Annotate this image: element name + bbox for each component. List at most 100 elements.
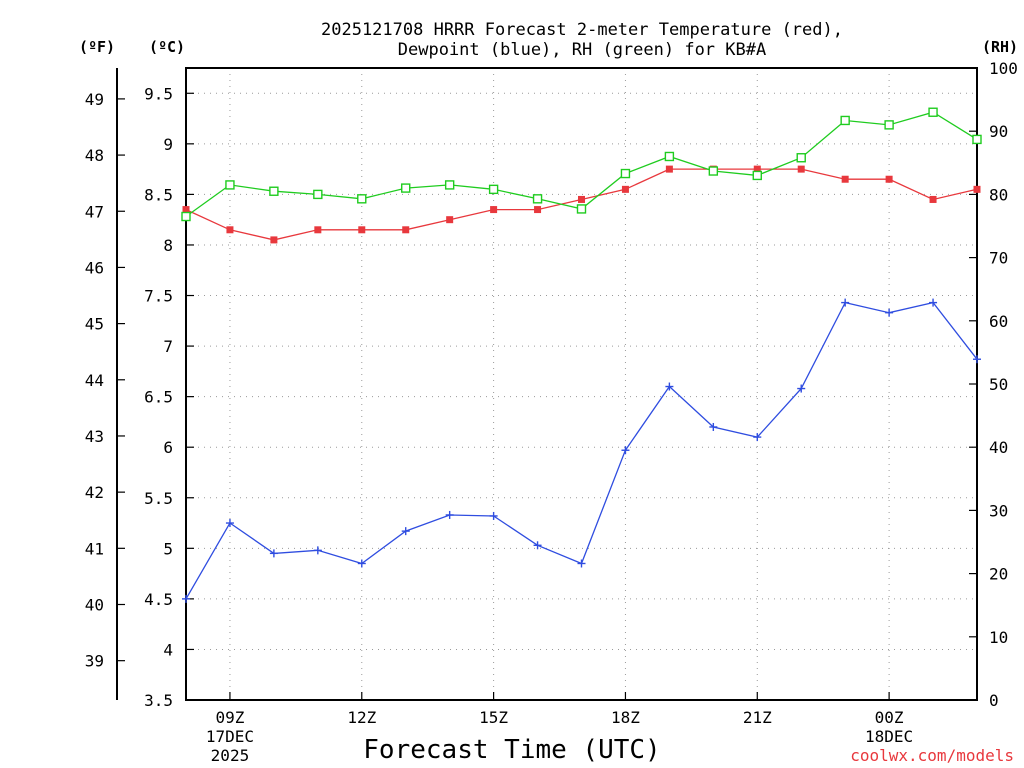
x-tick-date-label: 18DEC <box>865 727 913 746</box>
fahrenheit-tick-label: 44 <box>85 371 104 390</box>
dewpoint-point <box>885 308 894 317</box>
rh-point <box>708 166 719 176</box>
x-tick-date-label: 17DEC <box>206 727 254 746</box>
x-tick-label: 15Z <box>479 708 508 727</box>
rh-point <box>357 194 367 204</box>
rh-tick-label: 30 <box>989 501 1008 520</box>
rh-tick-label: 100 <box>989 59 1018 78</box>
temperature-point <box>490 206 498 214</box>
chart-title-line1: 2025121708 HRRR Forecast 2-meter Tempera… <box>321 20 843 40</box>
celsius-tick-label: 7.5 <box>144 287 173 306</box>
dewpoint-point <box>182 594 190 603</box>
rh-point <box>752 170 762 181</box>
rh-point <box>401 183 411 193</box>
celsius-tick-label: 8.5 <box>144 185 173 204</box>
rh-point <box>269 186 279 196</box>
x-tick-year-label: 2025 <box>211 746 250 765</box>
rh-tick-label: 70 <box>989 249 1008 268</box>
fahrenheit-tick-label: 46 <box>85 258 104 277</box>
dewpoint-point <box>357 559 366 568</box>
temperature-point <box>446 216 454 224</box>
fahrenheit-units-label: (ºF) <box>79 38 115 56</box>
x-tick-label: 21Z <box>743 708 772 727</box>
fahrenheit-tick-label: 48 <box>85 146 104 165</box>
fahrenheit-tick-label: 47 <box>85 202 104 221</box>
fahrenheit-tick-label: 45 <box>85 315 104 334</box>
rh-point <box>664 151 675 162</box>
rh-point <box>796 153 806 163</box>
grid-layer <box>186 68 977 701</box>
temperature-point <box>578 195 585 203</box>
dewpoint-point <box>841 298 850 307</box>
rh-point <box>840 115 850 126</box>
rh-point <box>444 180 455 190</box>
rh-tick-label: 90 <box>989 122 1008 141</box>
temperature-point <box>226 226 234 234</box>
rh-tick-label: 40 <box>989 438 1008 457</box>
rh-point <box>313 189 323 200</box>
temperature-point <box>270 236 278 244</box>
fahrenheit-tick-label: 41 <box>85 539 104 558</box>
celsius-units-label: (ºC) <box>149 38 185 56</box>
dewpoint-point <box>445 510 454 519</box>
dewpoint-point <box>621 446 630 455</box>
rh-point <box>532 194 543 204</box>
fahrenheit-tick-label: 42 <box>85 483 104 502</box>
temperature-point <box>402 226 410 234</box>
celsius-tick-label: 9 <box>163 135 173 154</box>
dewpoint-point <box>973 355 981 364</box>
dewpoint-point <box>709 422 718 431</box>
fahrenheit-tick-label: 39 <box>85 652 104 671</box>
rh-point <box>576 204 587 214</box>
temperature-point <box>973 185 981 193</box>
rh-tick-label: 60 <box>989 312 1008 331</box>
celsius-tick-label: 5.5 <box>144 489 173 508</box>
chart-title-line2: Dewpoint (blue), RH (green) for KB#A <box>398 40 766 60</box>
rh-point <box>181 211 191 222</box>
fahrenheit-tick-label: 43 <box>85 427 104 446</box>
temperature-point <box>358 226 366 234</box>
temperature-point <box>753 165 761 173</box>
plot-frame <box>185 67 978 701</box>
temperature-point <box>665 165 673 173</box>
temperature-point <box>182 206 190 214</box>
dewpoint-point <box>797 384 806 393</box>
rh-tick-label: 50 <box>989 375 1008 394</box>
celsius-tick-label: 3.5 <box>144 691 173 710</box>
celsius-tick-label: 6.5 <box>144 388 173 407</box>
dewpoint-point <box>401 527 410 536</box>
rh-units-label: (RH) <box>982 38 1018 56</box>
celsius-tick-label: 4.5 <box>144 590 173 609</box>
temperature-point <box>885 175 893 183</box>
celsius-tick-label: 5 <box>163 539 173 558</box>
celsius-tick-label: 8 <box>163 236 173 255</box>
dewpoint-point <box>577 559 586 568</box>
fahrenheit-tick-label: 49 <box>85 90 104 109</box>
temperature-point <box>797 165 805 173</box>
dewpoint-point <box>533 541 542 550</box>
dewpoint-point <box>929 298 938 307</box>
rh-tick-label: 80 <box>989 185 1008 204</box>
celsius-tick-label: 7 <box>163 337 173 356</box>
dewpoint-point <box>753 433 762 442</box>
rh-tick-label: 10 <box>989 628 1008 647</box>
temperature-point <box>841 175 849 183</box>
rh-point <box>225 180 235 190</box>
rh-tick-label: 0 <box>989 691 999 710</box>
temperature-point <box>534 206 542 214</box>
celsius-tick-label: 4 <box>163 640 173 659</box>
rh-point <box>620 168 631 179</box>
dewpoint-point <box>313 546 322 555</box>
x-tick-label: 18Z <box>611 708 640 727</box>
celsius-tick-label: 6 <box>163 438 173 457</box>
dewpoint-point <box>269 549 278 558</box>
dewpoint-point <box>225 519 234 528</box>
temperature-point <box>314 226 322 234</box>
fahrenheit-tick-label: 40 <box>85 595 104 614</box>
watermark: coolwx.com/models <box>850 746 1014 765</box>
dewpoint-point <box>489 511 498 520</box>
temperature-point <box>621 185 629 193</box>
celsius-tick-label: 9.5 <box>144 84 173 103</box>
